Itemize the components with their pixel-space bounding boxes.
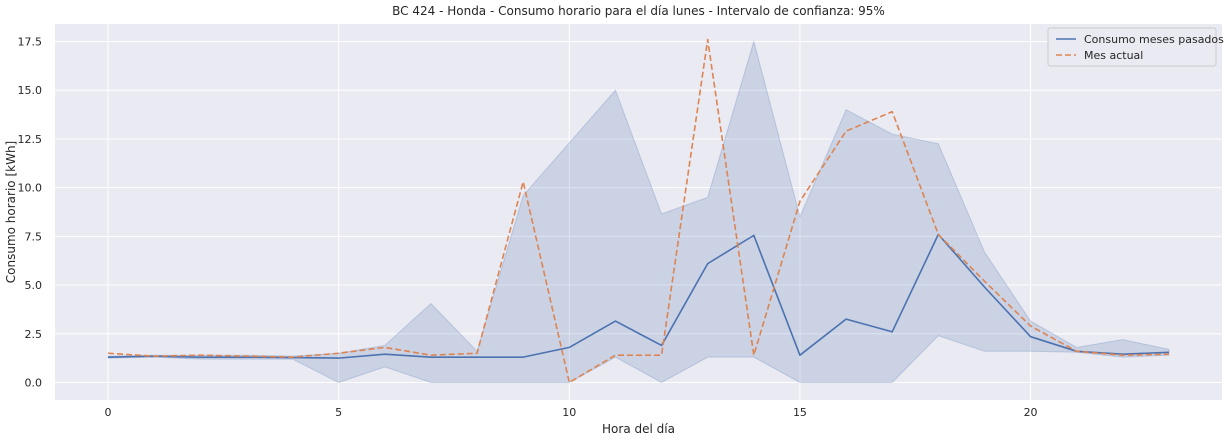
y-tick-label: 0.0	[25, 376, 43, 389]
y-tick-label: 12.5	[18, 133, 43, 146]
legend: Consumo meses pasados Mes actual	[1047, 27, 1224, 67]
y-axis-ticks: 0.0 2.5 5.0 7.5 10.0 12.5 15.0 17.5	[18, 36, 43, 390]
legend-label-mes-actual: Mes actual	[1084, 49, 1143, 62]
x-axis-ticks: 0 5 10 15 20	[105, 406, 1038, 419]
y-axis-label: Consumo horario [kWh]	[4, 141, 18, 283]
y-tick-label: 15.0	[18, 84, 43, 97]
x-tick-label: 5	[335, 406, 342, 419]
series-line-mes-actual	[107, 38, 1169, 384]
y-tick-label: 10.0	[18, 182, 43, 195]
y-tick-label: 2.5	[25, 328, 43, 341]
plot-area	[55, 24, 1222, 400]
x-tick-label: 0	[105, 406, 112, 419]
series-lines	[107, 38, 1169, 384]
x-tick-label: 20	[1024, 406, 1038, 419]
y-tick-label: 17.5	[18, 36, 43, 49]
legend-label-consumo-meses-pasados: Consumo meses pasados	[1084, 33, 1224, 46]
y-tick-label: 5.0	[25, 279, 43, 292]
x-tick-label: 15	[793, 406, 807, 419]
x-tick-label: 10	[562, 406, 576, 419]
chart-title: BC 424 - Honda - Consumo horario para el…	[392, 4, 885, 18]
legend-box	[1047, 27, 1217, 67]
x-axis-label: Hora del día	[602, 422, 675, 436]
y-tick-label: 7.5	[25, 230, 43, 243]
